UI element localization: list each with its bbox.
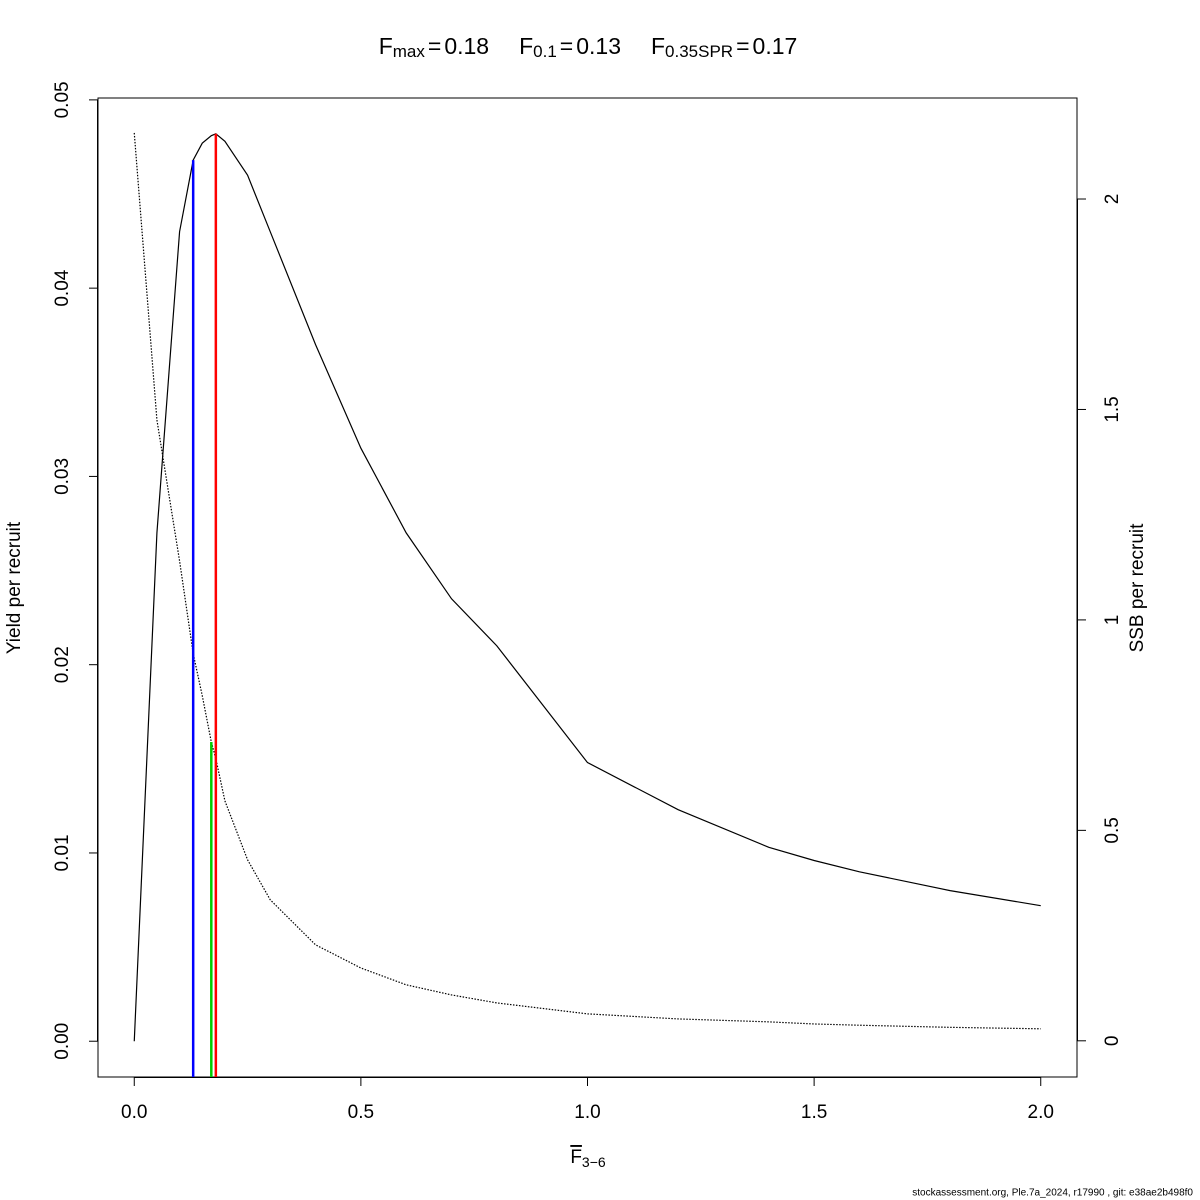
chart-title: Fmax = 0.18 F0.1 = 0.13 F0.35SPR = 0.17 <box>379 33 798 61</box>
y-tick-label: 0.02 <box>52 646 73 683</box>
x-axis-title-sub: 3−6 <box>582 1154 606 1170</box>
x-tick-label: 0.0 <box>121 1102 147 1123</box>
title-symbol: F <box>379 33 393 59</box>
title-equals: = <box>560 33 573 59</box>
title-symbol: F <box>651 33 665 59</box>
x-tick-label: 1.0 <box>574 1102 600 1123</box>
x-tick-label: 1.5 <box>801 1102 827 1123</box>
yield-line <box>133 133 1041 1042</box>
title-subscript: 0.1 <box>533 42 557 61</box>
x-axis-title: F3−6 <box>570 1147 606 1170</box>
footer: stockassessment.org, Ple.7a_2024, r17990… <box>912 1188 1193 1199</box>
title-value: 0.17 <box>753 33 798 59</box>
title-value: 0.18 <box>444 33 489 59</box>
y-tick-label: 0.04 <box>52 269 73 306</box>
y2-tick-label: 0 <box>1102 1036 1123 1047</box>
x-axis-title-main: F <box>570 1147 582 1168</box>
title-equals: = <box>428 33 441 59</box>
y-tick-label: 0.00 <box>52 1023 73 1060</box>
plot-frame <box>97 97 1078 1078</box>
title-value: 0.13 <box>576 33 621 59</box>
y2-tick-label: 1 <box>1102 615 1123 626</box>
title-symbol: F <box>519 33 533 59</box>
y2-tick-label: 1.5 <box>1102 396 1123 422</box>
x-tick-label: 2.0 <box>1028 1102 1054 1123</box>
y2-tick-label: 0.5 <box>1102 817 1123 843</box>
y-tick-label: 0.03 <box>52 458 73 495</box>
title-subscript: max <box>393 42 426 61</box>
ssb-line <box>133 132 1041 1030</box>
y-tick-label: 0.01 <box>52 834 73 871</box>
y-axis-title: Yield per recruit <box>4 521 25 654</box>
x-tick-label: 0.5 <box>348 1102 374 1123</box>
y2-tick-label: 2 <box>1102 194 1123 205</box>
y2-axis-title: SSB per recruit <box>1127 523 1148 653</box>
title-subscript: 0.35SPR <box>665 42 733 61</box>
y-tick-label: 0.05 <box>52 81 73 118</box>
title-equals: = <box>736 33 749 59</box>
